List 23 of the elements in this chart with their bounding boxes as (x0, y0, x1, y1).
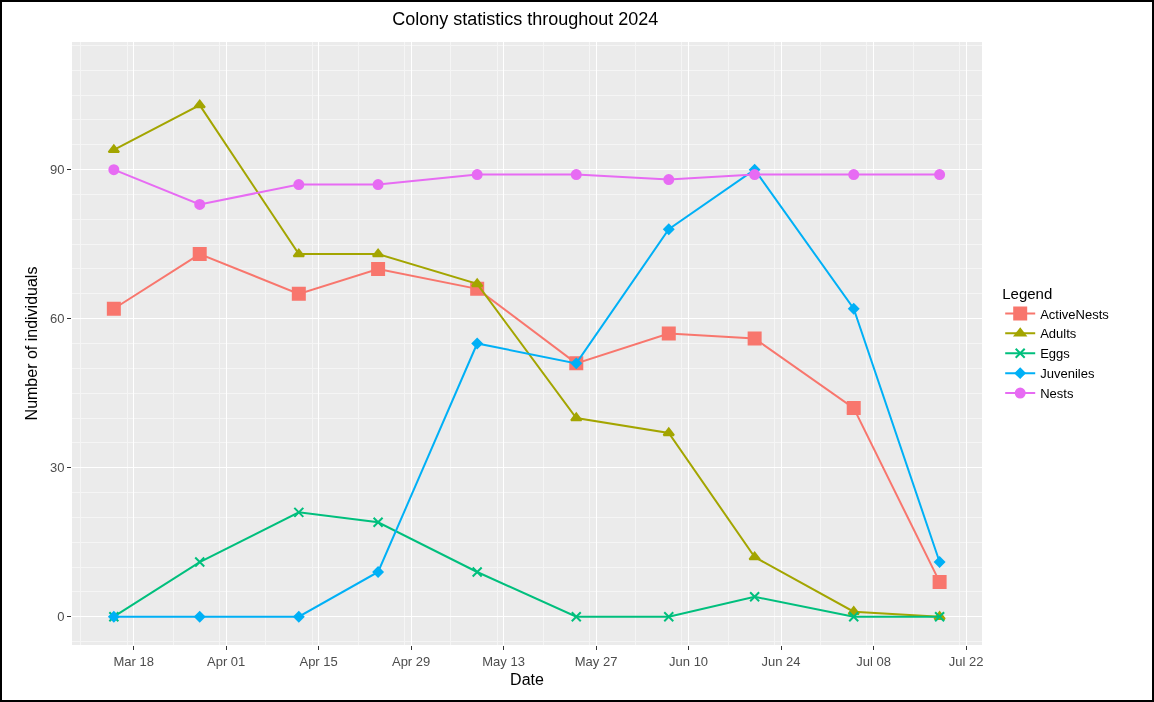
x-tick-label: Apr 29 (391, 653, 431, 669)
x-tick-label: Apr 01 (206, 653, 246, 669)
legend-label: Eggs (1040, 346, 1071, 362)
y-tick-label: 90 (49, 162, 65, 178)
legend-label: Adults (1040, 326, 1077, 342)
x-tick-label: Jul 22 (948, 653, 984, 669)
legend-label: Juveniles (1040, 366, 1095, 382)
legend-title: Legend (1002, 284, 1053, 302)
x-tick-label: Jun 10 (669, 653, 709, 669)
y-tick-label: 0 (57, 609, 65, 625)
x-tick-label: May 13 (482, 653, 525, 669)
x-axis-title: Date (510, 671, 544, 689)
x-tick-label: May 27 (574, 653, 618, 669)
x-tick-label: Mar 18 (113, 653, 154, 669)
x-tick-label: Jun 24 (761, 653, 801, 669)
y-tick-label: 60 (49, 311, 65, 327)
y-tick-label: 30 (49, 460, 65, 476)
chart-title: Colony statistics throughout 2024 (392, 9, 659, 30)
x-tick-label: Apr 15 (299, 653, 338, 669)
x-tick-label: Jul 08 (856, 653, 891, 669)
legend-label: ActiveNests (1040, 306, 1110, 322)
y-axis-title: Number of individuals (22, 266, 40, 421)
legend-label: Nests (1040, 386, 1074, 402)
